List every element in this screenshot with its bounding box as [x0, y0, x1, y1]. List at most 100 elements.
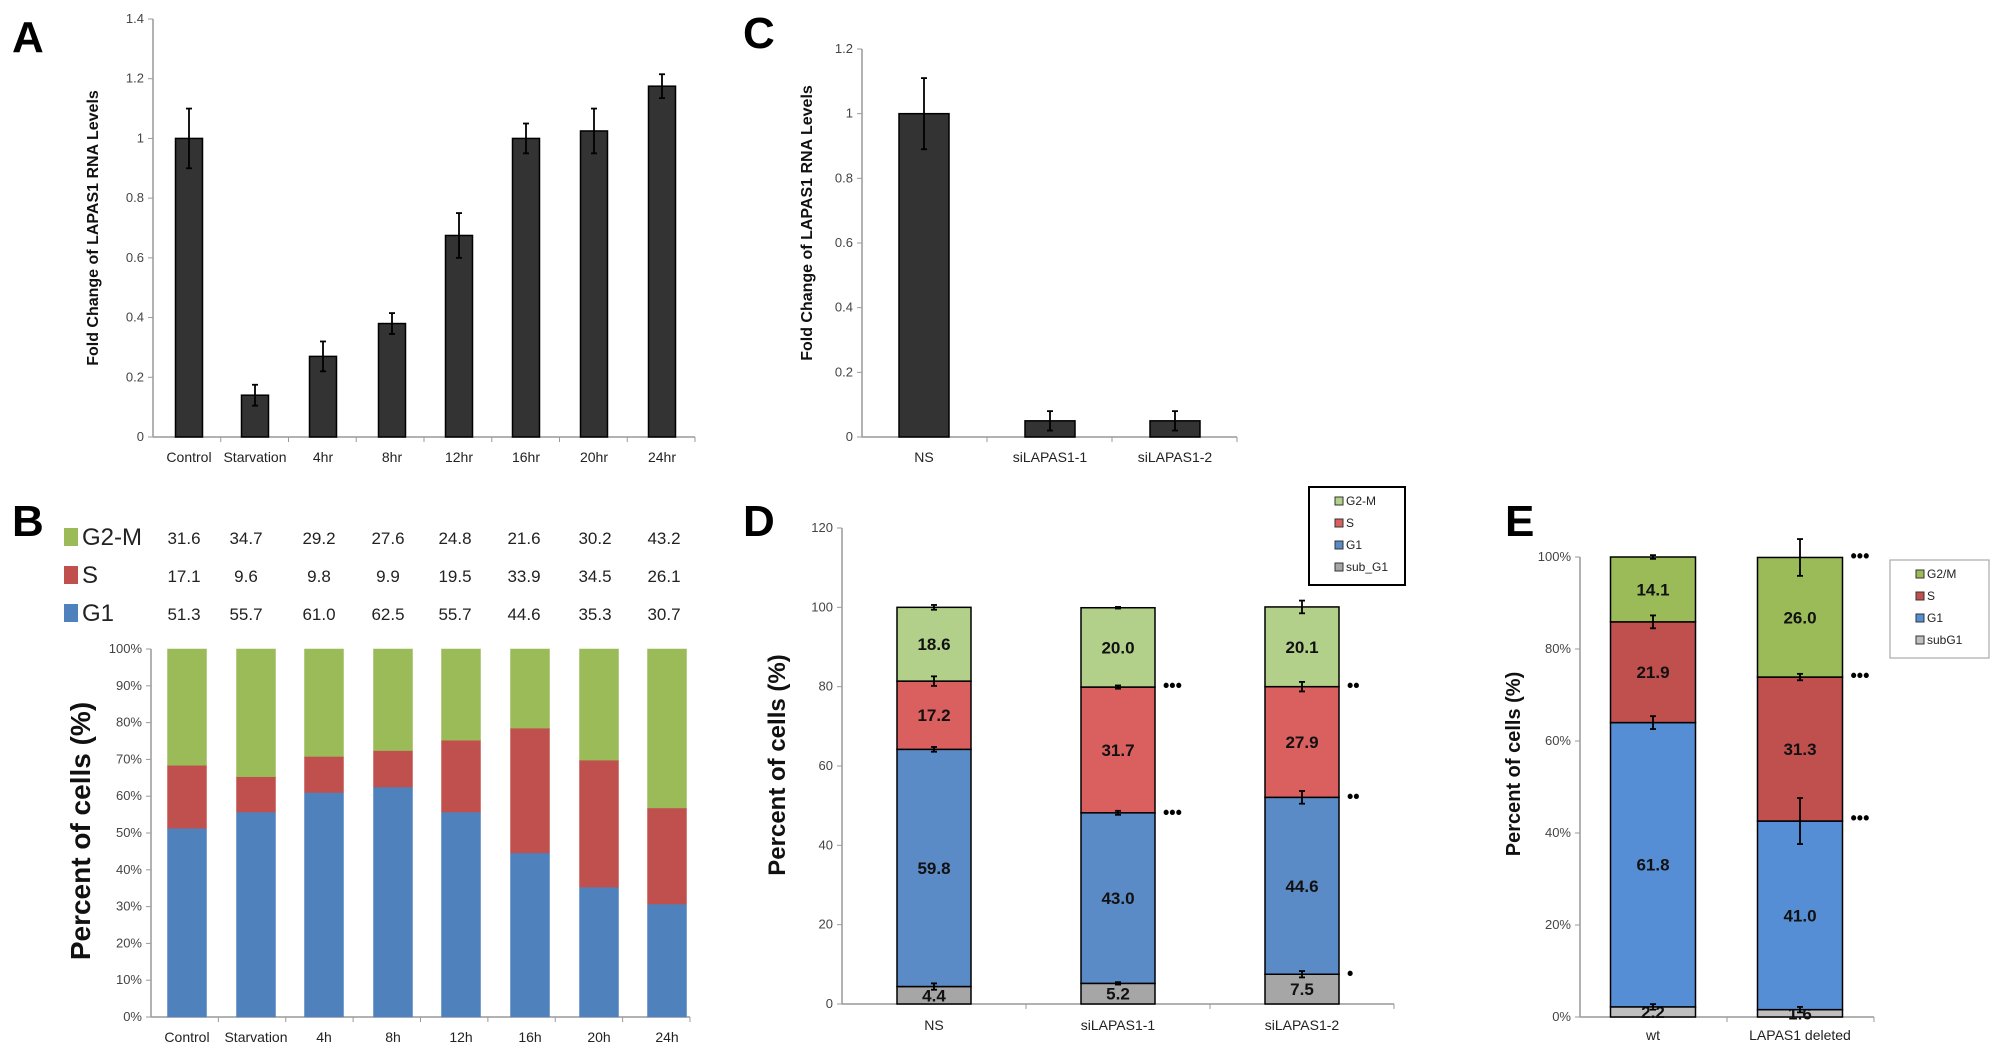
y-axis-title: Percent of cells (%) — [1503, 672, 1525, 857]
y-tick-label: 1 — [846, 106, 853, 121]
significance-marker: ••• — [1851, 808, 1870, 828]
legend-swatch-subG1 — [1915, 635, 1925, 645]
y-axis-title: Fold Change of LAPAS1 RNA Levels — [799, 85, 816, 361]
x-tick-label: 24hr — [648, 449, 676, 465]
bar-segment-S — [1080, 686, 1156, 814]
bar-segment-G1 — [373, 786, 413, 1018]
y-tick-label: 20% — [1545, 917, 1571, 932]
y-tick-label: 0.6 — [126, 250, 144, 265]
table-value: 29.2 — [302, 529, 335, 548]
y-tick-label: 10% — [116, 972, 142, 987]
data-label: 43.0 — [1101, 889, 1134, 908]
bar-segment-G2-M — [579, 648, 619, 761]
table-value: 26.1 — [647, 567, 680, 586]
y-tick-label: 0 — [826, 996, 833, 1011]
y-tick-label: 100 — [811, 599, 833, 614]
y-tick-label: 60 — [819, 758, 833, 773]
bar-segment-S — [373, 750, 413, 788]
x-tick-label: LAPAS1 deleted — [1749, 1027, 1851, 1043]
table-value: 51.3 — [167, 605, 200, 624]
data-label: 21.9 — [1636, 663, 1669, 682]
bar-segment-G1 — [304, 792, 344, 1018]
legend-swatch-S — [64, 566, 78, 584]
table-value: 30.7 — [647, 605, 680, 624]
legend-label: sub_G1 — [1346, 560, 1388, 574]
legend-swatch-G2-M — [64, 528, 78, 546]
y-tick-label: 0% — [1552, 1009, 1571, 1024]
significance-marker: ••• — [1163, 803, 1182, 823]
bar-segment-S — [236, 776, 276, 813]
significance-marker: • — [1347, 963, 1353, 983]
legend-swatch-G2-M — [1334, 496, 1344, 506]
y-tick-label: 80% — [116, 715, 142, 730]
legend-label: S — [1346, 516, 1354, 530]
bar-20hr — [579, 130, 609, 438]
bar-segment-G2-M — [647, 648, 687, 809]
bar-segment-S — [304, 756, 344, 793]
y-tick-label: 80% — [1545, 641, 1571, 656]
bar-NS — [898, 112, 950, 438]
table-value: 30.2 — [578, 529, 611, 548]
bar-segment-G2-M — [441, 648, 481, 741]
legend-label: S — [1927, 589, 1935, 603]
table-value: 17.1 — [167, 567, 200, 586]
bar-segment-S — [647, 807, 687, 905]
legend-box — [1308, 486, 1406, 586]
x-tick-label: Control — [166, 449, 211, 465]
x-tick-label: 16h — [518, 1029, 541, 1045]
panel-letter: A — [12, 13, 44, 62]
table-value: 62.5 — [371, 605, 404, 624]
significance-marker: ••• — [1851, 546, 1870, 566]
y-tick-label: 40% — [1545, 825, 1571, 840]
bar-segment-G2-M — [896, 606, 972, 682]
y-tick-label: 40% — [116, 862, 142, 877]
x-tick-label: 4h — [316, 1029, 332, 1045]
legend-label: G2-M — [1346, 494, 1376, 508]
y-tick-label: 0.8 — [835, 170, 853, 185]
table-value: 34.5 — [578, 567, 611, 586]
panel-letter: B — [12, 497, 44, 546]
data-label: 7.5 — [1290, 980, 1314, 999]
table-value: 24.8 — [438, 529, 471, 548]
x-tick-label: 20h — [587, 1029, 610, 1045]
table-value: 43.2 — [647, 529, 680, 548]
bar-segment-S — [579, 759, 619, 888]
bar-segment-S — [1756, 676, 1844, 822]
y-tick-label: 30% — [116, 899, 142, 914]
bar-segment-G2-M — [304, 648, 344, 757]
data-label: 26.0 — [1783, 608, 1816, 627]
x-tick-label: 8h — [385, 1029, 401, 1045]
x-tick-label: NS — [924, 1017, 943, 1033]
bar-segment-S — [1264, 685, 1340, 799]
table-value: 9.8 — [307, 567, 331, 586]
x-tick-label: 12h — [449, 1029, 472, 1045]
x-tick-label: wt — [1645, 1027, 1660, 1043]
y-tick-label: 80 — [819, 679, 833, 694]
bar-segment-G1 — [236, 811, 276, 1018]
bar-segment-G2-M — [236, 648, 276, 777]
y-tick-label: 20% — [116, 935, 142, 950]
y-tick-label: 0.2 — [126, 369, 144, 384]
y-axis-title: Fold Change of LAPAS1 RNA Levels — [85, 90, 102, 366]
data-label: 18.6 — [917, 635, 950, 654]
data-label: 20.1 — [1285, 638, 1318, 657]
significance-marker: •• — [1347, 676, 1360, 696]
y-axis-title: Percent of cells (%) — [764, 654, 791, 875]
bar-segment-G1 — [510, 852, 550, 1018]
table-value: 33.9 — [507, 567, 540, 586]
bar-segment-G1 — [441, 811, 481, 1018]
legend-swatch-G1 — [1334, 540, 1344, 550]
data-label: 27.9 — [1285, 733, 1318, 752]
bar-segment-sub_G1 — [1264, 973, 1340, 1005]
bar-segment-S — [167, 765, 207, 829]
table-value: 19.5 — [438, 567, 471, 586]
legend-swatch-G1 — [1915, 613, 1925, 623]
data-label: 31.7 — [1101, 741, 1134, 760]
x-tick-label: 8hr — [382, 449, 403, 465]
bar-segment-S — [441, 740, 481, 813]
y-tick-label: 0 — [846, 429, 853, 444]
y-tick-label: 70% — [116, 751, 142, 766]
y-tick-label: 0.2 — [835, 364, 853, 379]
bar-8hr — [377, 322, 407, 438]
